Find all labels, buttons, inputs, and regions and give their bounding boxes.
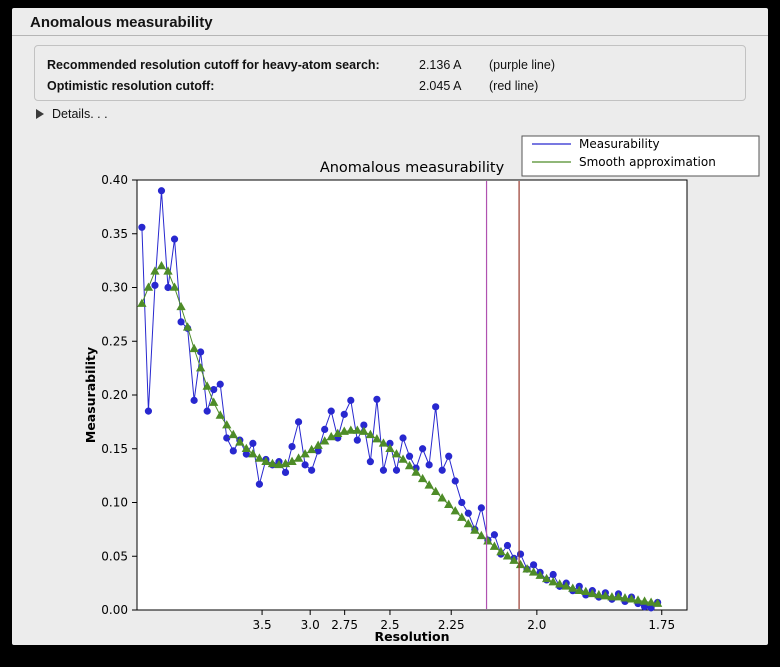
- legend-entry-label: Measurability: [579, 137, 660, 151]
- optimistic-cutoff-value: 2.045 A: [419, 78, 462, 93]
- x-axis-label: Resolution: [374, 629, 449, 644]
- chart-figure: Anomalous measurability Resolution Measura…: [82, 130, 767, 645]
- smooth-approximation-series: [137, 260, 663, 607]
- disclosure-triangle-icon[interactable]: [36, 109, 44, 119]
- y-tick-label: 0.30: [101, 281, 128, 295]
- x-tick-label: 1.75: [648, 618, 675, 632]
- y-tick-label: 0.20: [101, 388, 128, 402]
- y-tick-label: 0.10: [101, 496, 128, 510]
- x-tick-label: 2.5: [380, 618, 399, 632]
- y-tick-label: 0.15: [101, 442, 128, 456]
- recommended-cutoff-label: Recommended resolution cutoff for heavy-…: [47, 57, 380, 72]
- optimistic-cutoff-label: Optimistic resolution cutoff:: [47, 78, 215, 93]
- x-axis-ticks: 3.5 3.0 2.75 2.5 2.25 2.0 1.75: [253, 610, 675, 632]
- optimistic-cutoff-row: Optimistic resolution cutoff: 2.045 A (r…: [47, 75, 745, 96]
- legend-entry-label: Smooth approximation: [579, 155, 716, 169]
- recommended-cutoff-row: Recommended resolution cutoff for heavy-…: [47, 54, 745, 75]
- details-disclosure[interactable]: Details. . .: [36, 107, 108, 121]
- y-axis-label: Measurability: [83, 347, 98, 443]
- x-tick-label: 2.75: [331, 618, 358, 632]
- x-tick-label: 2.25: [438, 618, 465, 632]
- recommended-cutoff-note: (purple line): [489, 57, 556, 72]
- y-tick-label: 0.00: [101, 603, 128, 617]
- chart-title: Anomalous measurability: [320, 160, 505, 176]
- chart-legend: Measurability Smooth approximation: [521, 135, 760, 177]
- plot-area: [136, 179, 688, 611]
- y-axis-ticks: 0.00 0.05 0.10 0.15 0.20 0.25 0.30 0.35 0.40: [101, 173, 137, 617]
- chart-svg: Anomalous measurability Resolution Measura…: [83, 135, 760, 644]
- x-tick-label: 3.0: [301, 618, 320, 632]
- y-tick-label: 0.40: [101, 173, 128, 187]
- y-tick-label: 0.35: [101, 227, 128, 241]
- recommended-cutoff-value: 2.136 A: [419, 57, 462, 72]
- y-tick-label: 0.05: [101, 549, 128, 563]
- y-tick-label: 0.25: [101, 334, 128, 348]
- x-tick-label: 2.0: [527, 618, 546, 632]
- optimistic-cutoff-note: (red line): [489, 78, 539, 93]
- title-separator: [12, 35, 768, 36]
- panel-title: Anomalous measurability: [30, 14, 213, 31]
- details-label: Details. . .: [52, 107, 108, 121]
- x-tick-label: 3.5: [253, 618, 272, 632]
- anomalous-measurability-panel: Anomalous measurability Recommended reso…: [12, 8, 768, 645]
- cutoff-summary-box: Recommended resolution cutoff for heavy-…: [34, 45, 746, 101]
